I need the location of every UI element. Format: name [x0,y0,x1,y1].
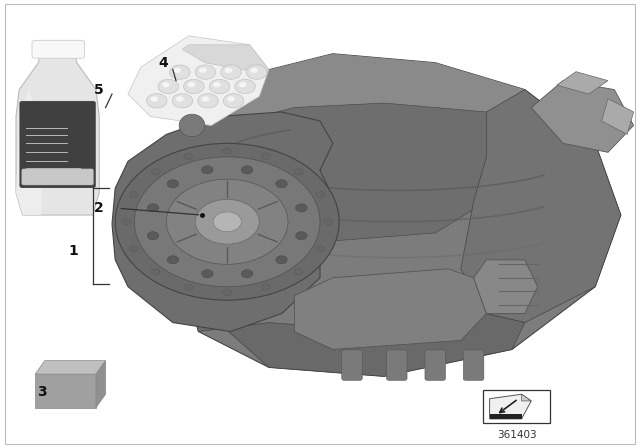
Circle shape [184,79,204,94]
Circle shape [250,68,258,73]
Circle shape [115,143,339,300]
Polygon shape [294,269,486,349]
Circle shape [221,65,241,79]
Polygon shape [128,36,269,125]
Circle shape [225,68,232,73]
Circle shape [147,94,167,108]
Circle shape [316,246,325,252]
Circle shape [276,256,287,264]
Polygon shape [16,54,99,215]
Polygon shape [490,394,531,419]
FancyBboxPatch shape [387,350,407,380]
Polygon shape [182,45,269,74]
Bar [490,414,522,419]
Circle shape [184,284,193,290]
FancyBboxPatch shape [20,101,95,188]
Polygon shape [224,54,525,125]
Circle shape [158,79,179,94]
Circle shape [151,269,160,275]
Circle shape [223,289,232,296]
Circle shape [223,94,244,108]
Circle shape [150,96,158,102]
Circle shape [170,65,190,79]
FancyBboxPatch shape [342,350,362,380]
Circle shape [235,79,255,94]
Text: 3: 3 [36,385,47,399]
Circle shape [316,192,325,198]
Circle shape [184,153,193,159]
Ellipse shape [198,116,595,349]
Circle shape [276,180,287,188]
Circle shape [129,192,138,198]
Circle shape [129,246,138,252]
Circle shape [241,270,253,278]
Text: 5: 5 [94,82,104,97]
Text: 361403: 361403 [497,430,536,439]
Circle shape [294,168,303,175]
Circle shape [167,180,179,188]
Circle shape [122,219,131,225]
Circle shape [239,82,246,87]
Polygon shape [522,394,531,401]
Circle shape [296,204,307,212]
Text: 2: 2 [94,201,104,215]
Polygon shape [35,374,96,408]
Circle shape [134,157,320,287]
Ellipse shape [179,114,205,137]
FancyBboxPatch shape [32,40,84,58]
Circle shape [209,79,230,94]
Polygon shape [192,103,499,242]
Polygon shape [16,90,42,215]
Polygon shape [96,361,106,408]
Circle shape [261,153,270,159]
Circle shape [151,168,160,175]
Polygon shape [461,90,621,323]
FancyBboxPatch shape [463,350,484,380]
Ellipse shape [170,161,189,179]
Circle shape [202,166,213,174]
Circle shape [195,199,259,244]
Circle shape [296,232,307,240]
Polygon shape [35,361,106,374]
Polygon shape [531,81,634,152]
Polygon shape [474,260,538,314]
Circle shape [167,256,179,264]
Polygon shape [112,112,333,332]
Text: 4: 4 [158,56,168,70]
Polygon shape [602,99,634,134]
Circle shape [173,68,181,73]
Bar [483,390,550,423]
Circle shape [176,96,184,102]
Circle shape [162,82,170,87]
Circle shape [188,82,195,87]
FancyBboxPatch shape [22,169,93,185]
Circle shape [294,269,303,275]
Polygon shape [182,54,621,376]
Polygon shape [557,72,608,94]
Circle shape [202,270,213,278]
Circle shape [198,94,218,108]
Circle shape [213,82,221,87]
Circle shape [172,94,193,108]
Circle shape [202,96,209,102]
Circle shape [213,212,241,232]
Text: 1: 1 [68,244,79,258]
Circle shape [166,179,288,264]
Circle shape [227,96,235,102]
Circle shape [223,148,232,154]
Circle shape [246,65,267,79]
Circle shape [195,65,216,79]
Circle shape [241,166,253,174]
Circle shape [324,219,333,225]
Circle shape [147,204,159,212]
FancyBboxPatch shape [425,350,445,380]
Circle shape [199,68,207,73]
Circle shape [261,284,270,290]
Polygon shape [189,296,525,376]
Circle shape [147,232,159,240]
